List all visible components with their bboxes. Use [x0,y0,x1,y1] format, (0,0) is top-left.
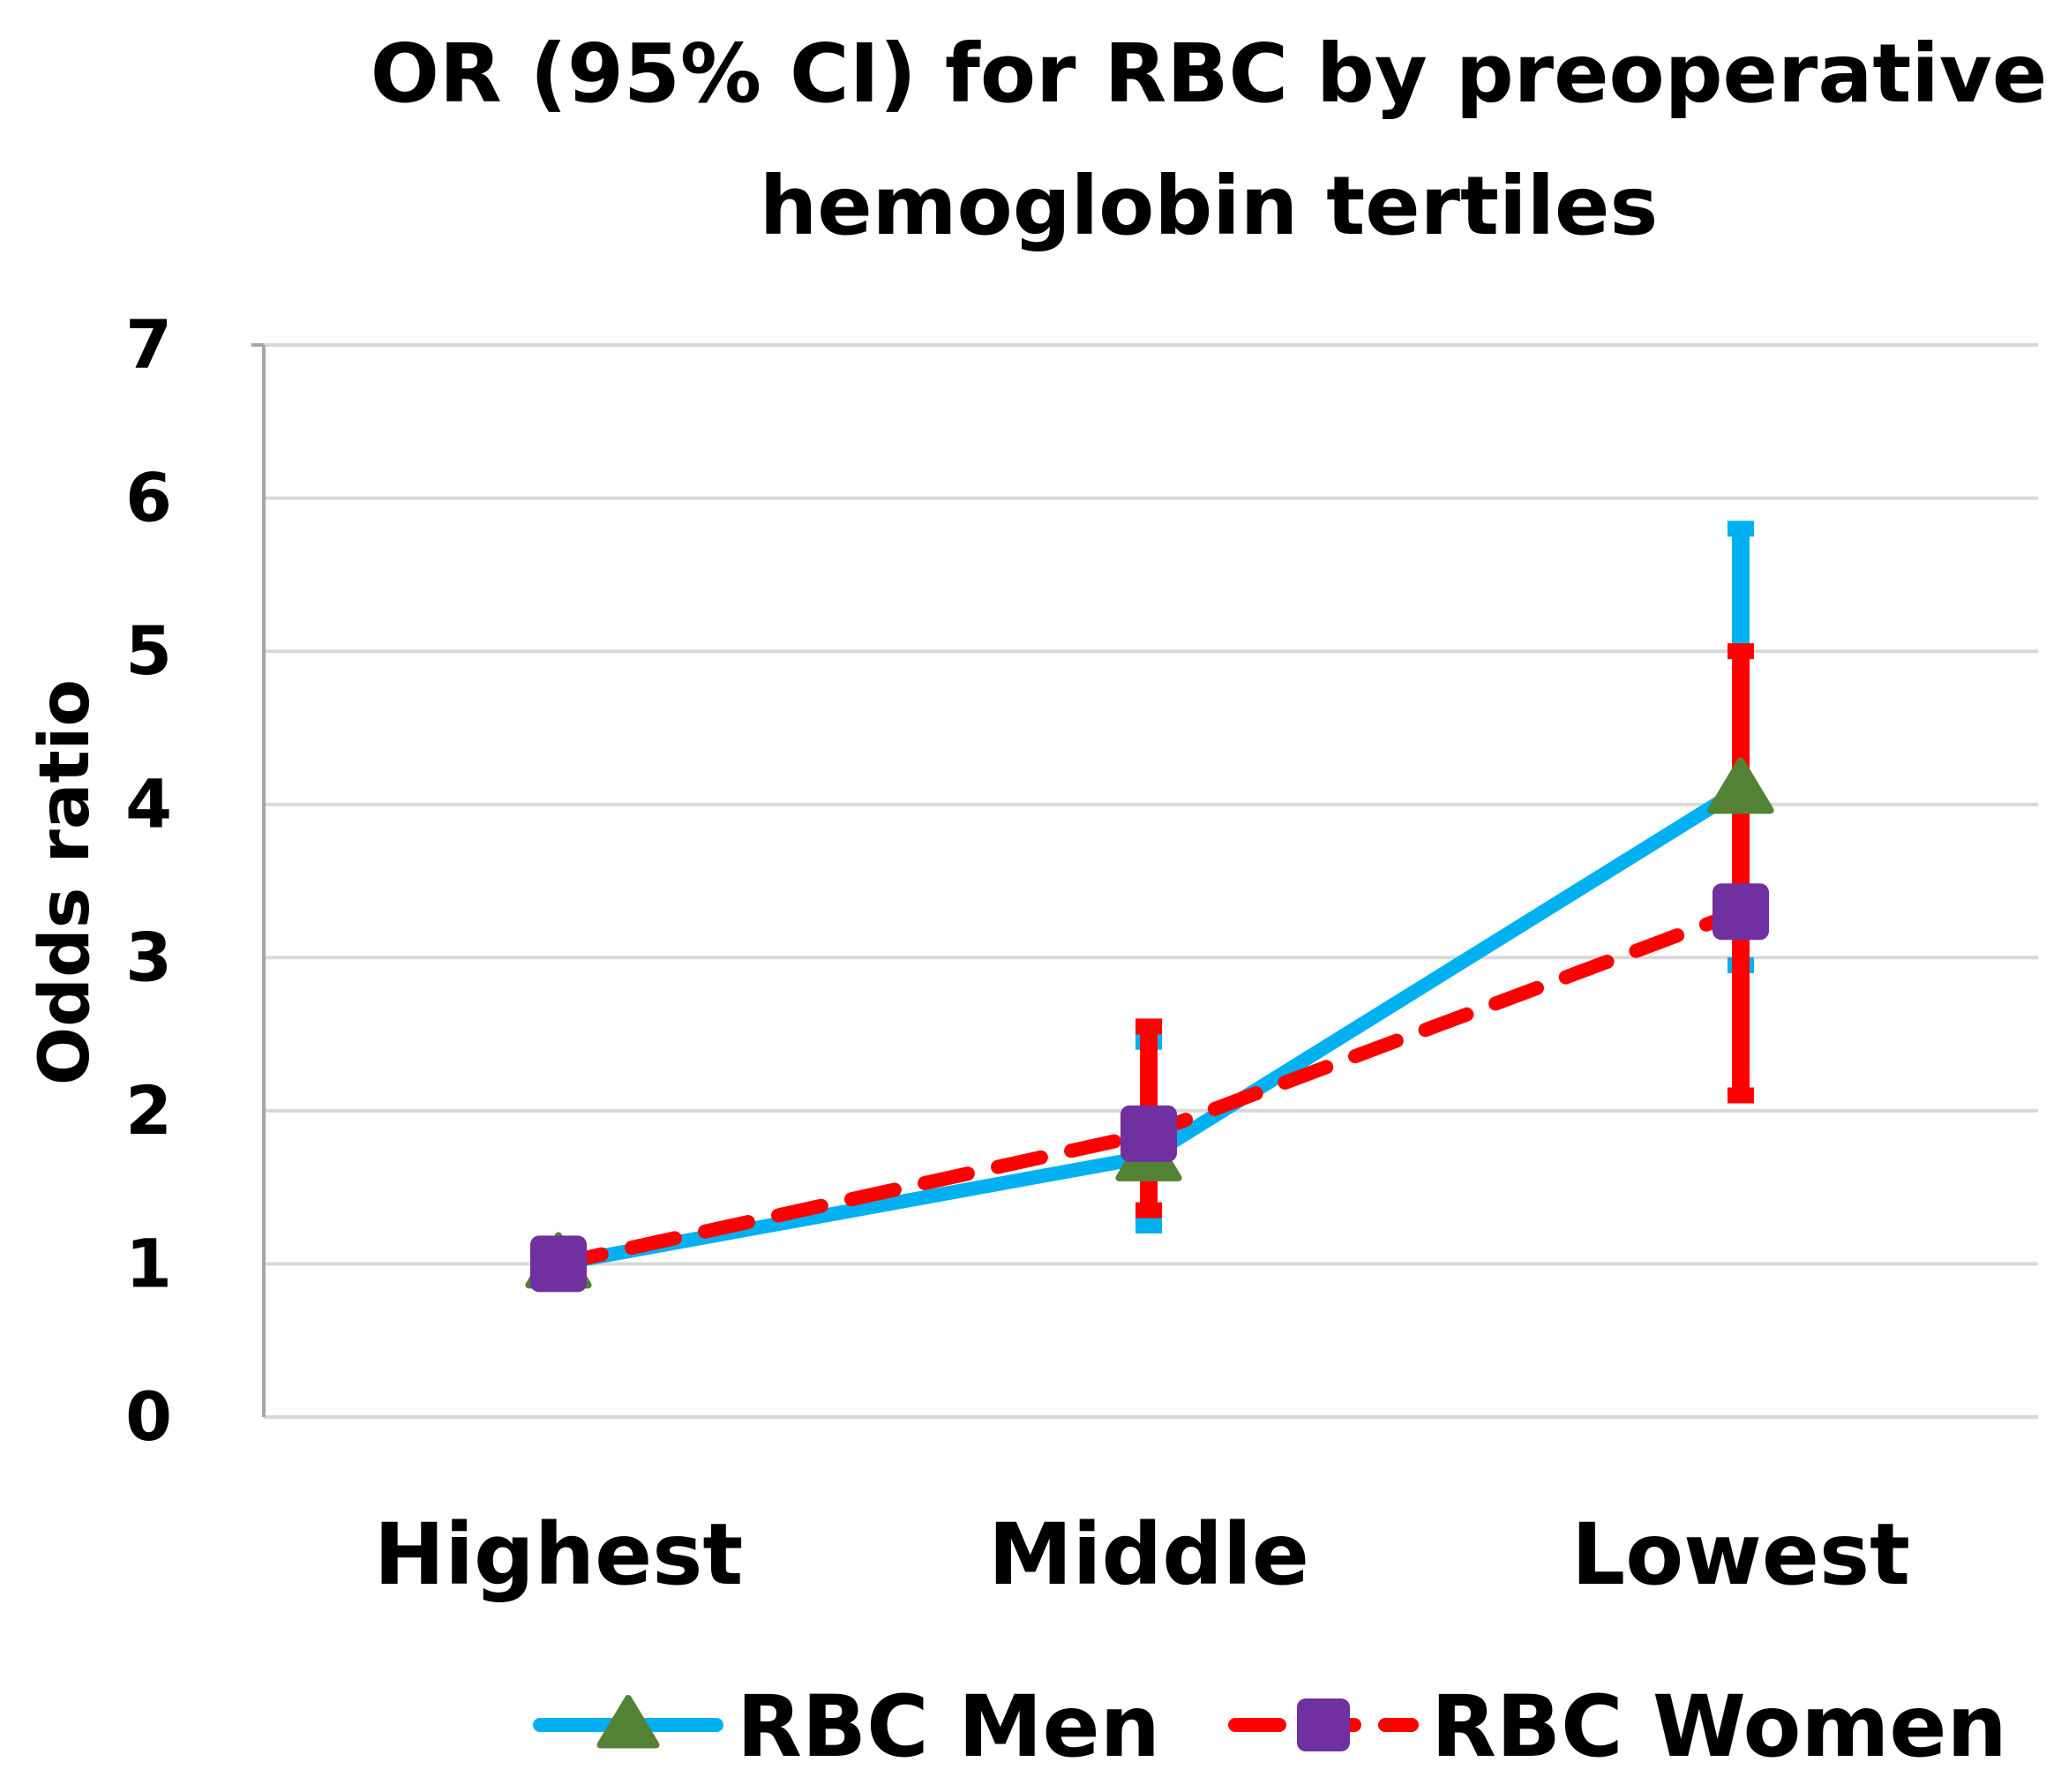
data-point [1707,757,1774,814]
legend-marker [1297,1698,1350,1751]
legend-marker [596,1695,660,1749]
series-rbc-men [1135,521,1754,1234]
x-tick-label: Lowest [1571,1505,1910,1604]
legend-item: RBC Women [1228,1677,2007,1776]
x-tick-label: Middle [988,1505,1309,1604]
chart-title-line-2: hemoglobin tertiles [760,159,1658,253]
data-point [1713,883,1769,941]
x-tick-label: Highest [374,1505,743,1604]
series-rbc-women [1135,643,1754,1218]
data-point [1120,1105,1177,1162]
y-tick-label: 2 [125,1071,172,1150]
y-tick-label: 3 [125,918,172,996]
y-tick-label: 7 [125,305,172,384]
y-tick-label: 4 [125,765,172,844]
legend-label: RBC Women [1431,1677,2007,1776]
chart-title-line-1: OR (95% CI) for RBC by preoperative [371,26,2048,121]
y-tick-label: 1 [125,1224,172,1302]
y-tick-label: 5 [125,611,172,690]
y-axis-label: Odds ratio [26,679,105,1085]
y-tick-label: 6 [125,459,172,537]
data-point [530,1235,587,1293]
legend-label: RBC Men [737,1677,1160,1776]
legend-item: RBC Men [533,1677,1160,1776]
y-tick-label: 0 [125,1377,172,1456]
